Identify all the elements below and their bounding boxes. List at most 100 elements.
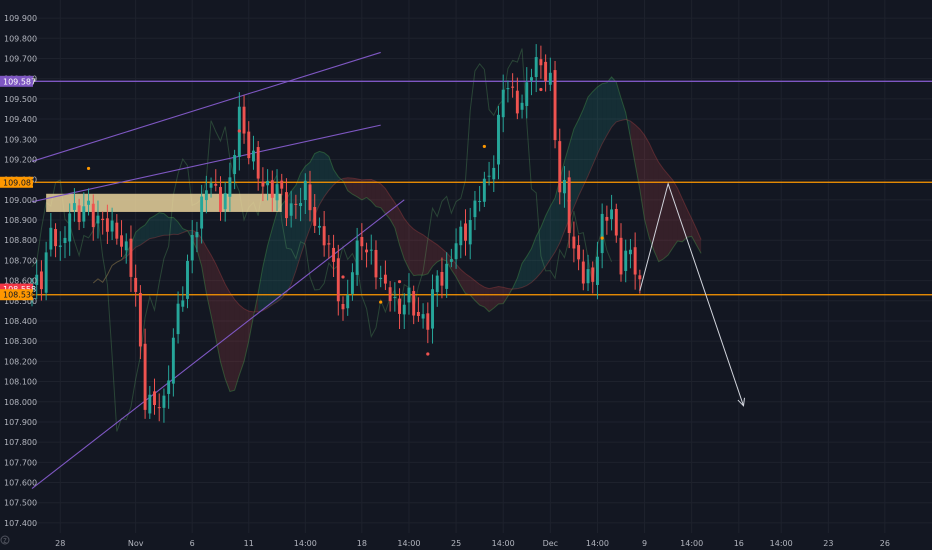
candle xyxy=(520,94,524,119)
candle xyxy=(195,221,199,253)
candle xyxy=(478,185,482,212)
candle-body xyxy=(534,57,538,78)
candle xyxy=(275,169,279,212)
candle xyxy=(388,281,392,312)
price-label-text: 108.530 xyxy=(3,291,36,300)
candle xyxy=(369,234,373,265)
price-tick-label: 108.400 xyxy=(4,317,37,326)
candle xyxy=(431,274,434,344)
candle-body xyxy=(454,243,458,260)
cloud-segment xyxy=(616,82,622,122)
candle xyxy=(435,270,439,307)
candle xyxy=(449,248,453,268)
candle-body xyxy=(355,240,359,275)
candle xyxy=(473,190,477,231)
price-tick-label: 109.900 xyxy=(4,14,37,23)
candle xyxy=(204,175,208,214)
candle-body xyxy=(478,201,482,203)
cloud-segment xyxy=(531,236,537,283)
ichimoku-cloud xyxy=(92,76,702,393)
candle xyxy=(506,80,510,103)
candle-body xyxy=(228,177,232,197)
candle xyxy=(181,286,185,312)
candle-body xyxy=(105,218,109,232)
candle-body xyxy=(591,267,595,282)
candle-body xyxy=(577,245,581,260)
time-axis[interactable]: 28 Nov 6 11 14:00 18 14:00 25 14:00 Dec 14:00 9 14:0… xyxy=(55,539,890,548)
candle xyxy=(148,385,152,419)
candle xyxy=(567,170,571,249)
candle xyxy=(190,220,194,274)
candle-body xyxy=(544,61,548,82)
candle xyxy=(558,128,562,205)
time-tick-label: 23 xyxy=(823,539,833,548)
candle xyxy=(346,279,350,316)
candle-body xyxy=(308,184,312,211)
price-tick-label: 107.900 xyxy=(4,418,37,427)
horizontal-levels[interactable] xyxy=(32,80,932,296)
cloud-segment xyxy=(545,206,551,267)
candle xyxy=(63,226,67,259)
price-tick-label: 108.200 xyxy=(4,357,37,366)
candle xyxy=(525,67,529,119)
candle xyxy=(186,254,189,309)
price-tick-label: 107.500 xyxy=(4,499,37,508)
candle-body xyxy=(365,249,369,253)
candle-body xyxy=(138,292,142,347)
projection-path[interactable] xyxy=(639,181,745,407)
candle xyxy=(105,204,109,244)
candle-body xyxy=(619,237,623,275)
candle-body xyxy=(572,236,576,249)
candle-body xyxy=(162,395,166,408)
candle xyxy=(58,231,62,261)
candle-body xyxy=(539,59,543,66)
supply-zone[interactable] xyxy=(46,193,282,212)
cloud-segment xyxy=(338,176,343,182)
candle-body xyxy=(633,247,637,275)
candle xyxy=(426,302,430,344)
cloud-segment xyxy=(413,229,419,276)
candle-body xyxy=(431,289,434,329)
candle xyxy=(383,260,387,290)
candle xyxy=(539,45,543,79)
cloud-segment xyxy=(639,129,645,220)
cloud-segment xyxy=(644,135,650,238)
price-axis[interactable]: 109.900109.800109.700109.600109.500109.4… xyxy=(4,14,37,528)
candle xyxy=(440,257,444,299)
cloud-segment xyxy=(394,202,400,246)
candle-body xyxy=(388,287,392,302)
signal-dot xyxy=(86,166,91,171)
candle-body xyxy=(501,89,505,118)
trendlines[interactable] xyxy=(31,51,405,490)
candle-body xyxy=(129,238,133,277)
candle xyxy=(49,212,53,257)
cloud-segment xyxy=(522,256,527,288)
candle xyxy=(280,173,284,196)
signal-dot xyxy=(397,280,402,284)
candle xyxy=(162,388,166,423)
candle xyxy=(515,77,519,120)
cloud-segment xyxy=(357,178,362,200)
cloud-segment xyxy=(479,284,485,307)
cloud-segment xyxy=(465,273,471,296)
trendline xyxy=(31,51,381,162)
candle-body xyxy=(421,314,425,319)
candle xyxy=(68,203,72,256)
cloud-segment xyxy=(418,232,424,276)
candle-body xyxy=(624,250,628,271)
candle xyxy=(129,225,133,292)
candle-body xyxy=(190,234,194,261)
candle xyxy=(96,200,100,239)
price-tick-label: 108.700 xyxy=(4,256,37,265)
candle-body xyxy=(605,216,609,221)
signal-dot xyxy=(341,275,345,279)
price-label-text: 109.587 xyxy=(3,77,36,86)
candle-body xyxy=(610,209,614,220)
price-tick-label: 109.400 xyxy=(4,115,37,124)
candle xyxy=(242,95,246,144)
timezone-button[interactable]: Z xyxy=(0,535,10,545)
cloud-segment xyxy=(239,304,245,376)
candle xyxy=(374,240,378,290)
